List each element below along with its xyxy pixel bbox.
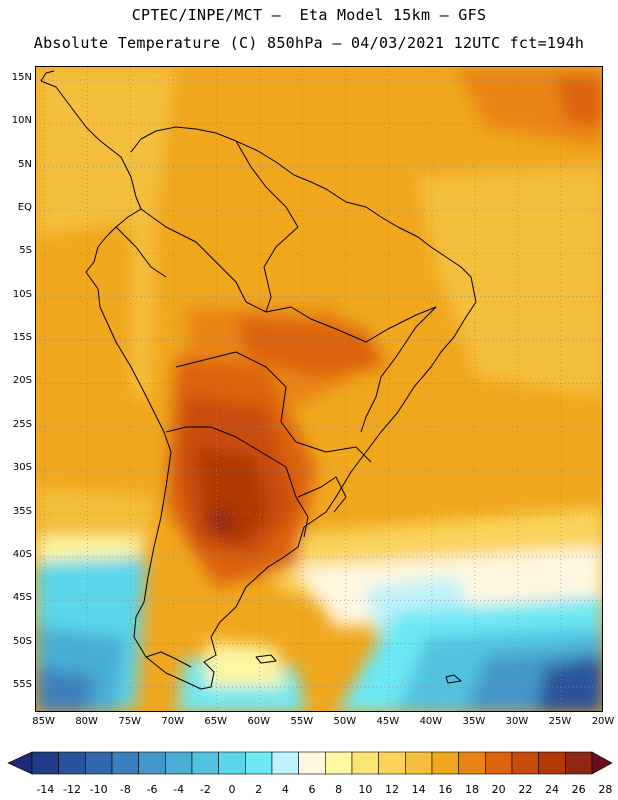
latitude-label: 5N: [18, 158, 32, 170]
temperature-shading: [36, 67, 602, 711]
latitude-label: 40S: [12, 548, 32, 560]
longitude-label: 30W: [505, 716, 529, 727]
colorbar-tick-label: -2: [199, 783, 211, 796]
colorbar-swatch: [405, 751, 433, 775]
border-argentina-chile: [165, 426, 309, 538]
longitude-label: 65W: [204, 716, 228, 727]
colorbar-tick-label: -14: [36, 783, 55, 796]
longitude-label: 20W: [591, 716, 615, 727]
longitude-label: 35W: [462, 716, 486, 727]
colorbar-low-arrow: [7, 751, 33, 775]
latitude-label: 20S: [12, 375, 32, 387]
colorbar-tick-label: -8: [119, 783, 131, 796]
coastlines: [40, 70, 477, 690]
longitude-label: 60W: [247, 716, 271, 727]
colorbar-swatch: [458, 751, 486, 775]
colorbar-swatch: [565, 751, 593, 775]
colorbar-tick-label: 4: [281, 783, 289, 796]
colorbar-swatch: [325, 751, 353, 775]
map-title-model: CPTEC/INPE/MCT – Eta Model 15km – GFS: [131, 6, 487, 24]
colorbar-swatch: [138, 751, 166, 775]
colorbar-swatch: [271, 751, 299, 775]
longitude-label: 70W: [161, 716, 184, 727]
longitude-label: 85W: [32, 716, 55, 727]
latitude-label: 5S: [19, 245, 32, 257]
colorbar-tick-label: 0: [228, 783, 236, 796]
tierra-del-fuego: [145, 651, 192, 668]
colorbar-swatch: [378, 751, 406, 775]
colorbar-tick-label: -6: [146, 783, 158, 796]
colorbar-swatch: [31, 751, 59, 775]
latitude-label: 35S: [12, 505, 32, 517]
colorbar-tick-label: 6: [308, 783, 316, 796]
latitude-label: 10S: [12, 288, 32, 300]
longitude-label: 80W: [75, 716, 98, 727]
longitude-label: 75W: [118, 716, 141, 727]
latitude-label: 30S: [12, 462, 32, 474]
colorbar-swatch: [165, 751, 193, 775]
latitude-label: 25S: [12, 418, 32, 430]
colorbar-swatch: [485, 751, 513, 775]
falkland-islands: [255, 654, 277, 664]
latitude-label: 55S: [12, 678, 32, 690]
colorbar-swatch: [511, 751, 539, 775]
border-ecuador: [115, 226, 167, 278]
colorbar-swatch: [85, 751, 113, 775]
colorbar-tick-label: -10: [89, 783, 108, 796]
border-venezuela-brazil: [235, 140, 437, 343]
colorbar-tick-label: 28: [598, 783, 613, 796]
colorbar-swatch: [58, 751, 86, 775]
colorbar: [7, 751, 613, 775]
colorbar-tick-label: -12: [63, 783, 81, 796]
graticule: [36, 67, 602, 711]
colorbar-tick-label: 12: [385, 783, 399, 796]
colorbar-swatch: [245, 751, 273, 775]
border-bolivia-paraguay: [175, 351, 372, 463]
temperature-map: [35, 66, 603, 712]
latitude-label: 15N: [11, 72, 32, 83]
colorbar-tick-label: 2: [255, 783, 263, 796]
temperature-field: [36, 67, 602, 711]
colorbar-tick-label: 22: [518, 783, 533, 796]
colorbar-tick-label: 16: [438, 783, 453, 796]
colorbar-tick-label: 14: [411, 783, 426, 796]
south-america-coast: [40, 80, 477, 690]
latitude-label: 50S: [12, 635, 32, 647]
colorbar-tick-label: 24: [545, 783, 559, 796]
colorbar-tick-label: 18: [465, 783, 479, 796]
colorbar-tick-label: 10: [358, 783, 373, 796]
colorbar-swatch: [218, 751, 246, 775]
colorbar-swatch: [191, 751, 219, 775]
south-georgia: [445, 674, 462, 684]
colorbar-swatch: [431, 751, 459, 775]
map-title-variable: Absolute Temperature (C) 850hPa – 04/03/…: [33, 34, 585, 52]
colorbar-tick-label: 26: [571, 783, 586, 796]
colorbar-tick-label: 8: [335, 783, 343, 796]
colorbar-tick-label: 20: [491, 783, 506, 796]
central-america-coast: [40, 70, 55, 82]
longitude-label: 25W: [548, 716, 572, 727]
latitude-label: EQ: [17, 202, 32, 214]
border-brazil-states: [360, 306, 437, 433]
colorbar-swatch: [538, 751, 566, 775]
colorbar-swatch: [351, 751, 379, 775]
latitude-label: 10N: [11, 115, 32, 127]
latitude-label: 45S: [12, 592, 32, 604]
border-colombia-peru: [140, 208, 267, 313]
latitude-label: 15S: [12, 332, 32, 344]
colorbar-tick-label: -4: [173, 783, 185, 796]
colorbar-swatch: [298, 751, 326, 775]
longitude-label: 45W: [376, 716, 400, 727]
colorbar-swatch: [111, 751, 139, 775]
colorbar-high-arrow: [591, 751, 613, 775]
longitude-label: 40W: [419, 716, 443, 727]
border-uruguay: [297, 476, 347, 513]
longitude-label: 50W: [333, 716, 357, 727]
longitude-label: 55W: [290, 716, 314, 727]
